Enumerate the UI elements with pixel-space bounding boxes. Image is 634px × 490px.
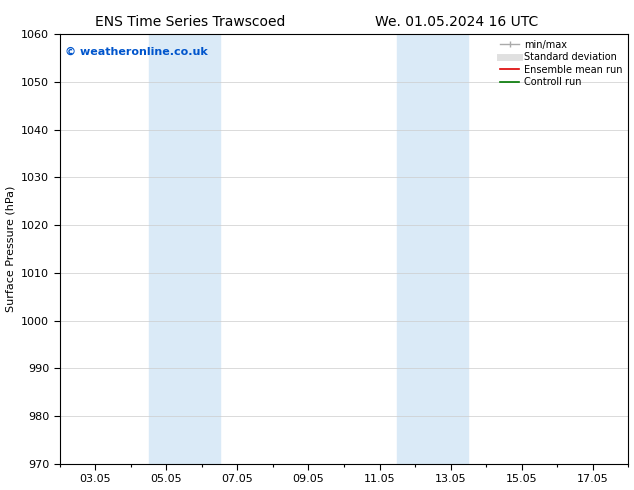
- Text: ENS Time Series Trawscoed: ENS Time Series Trawscoed: [95, 15, 285, 29]
- Text: We. 01.05.2024 16 UTC: We. 01.05.2024 16 UTC: [375, 15, 538, 29]
- Bar: [398, 34, 469, 464]
- Y-axis label: Surface Pressure (hPa): Surface Pressure (hPa): [6, 186, 16, 312]
- Text: © weatheronline.co.uk: © weatheronline.co.uk: [65, 47, 208, 57]
- Bar: [148, 34, 219, 464]
- Legend: min/max, Standard deviation, Ensemble mean run, Controll run: min/max, Standard deviation, Ensemble me…: [497, 37, 626, 90]
